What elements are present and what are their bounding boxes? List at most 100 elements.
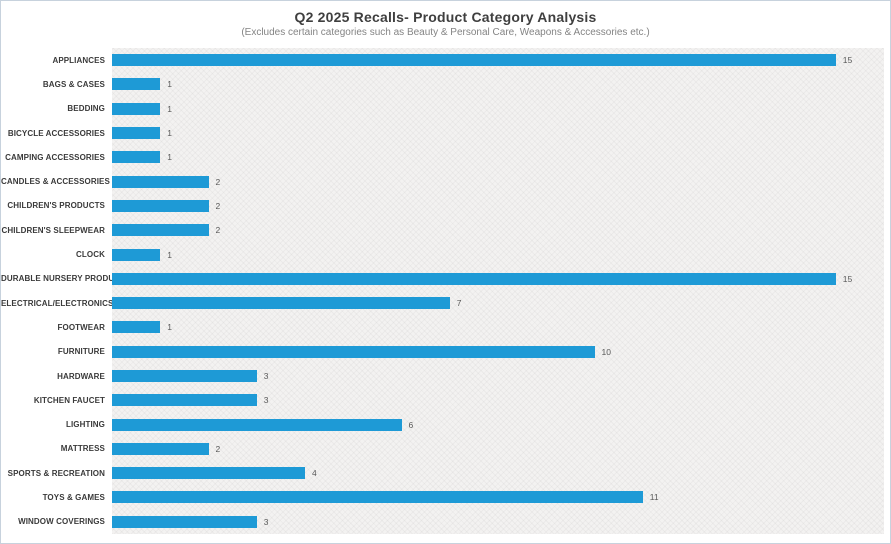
- value-label: 2: [215, 443, 221, 454]
- category-label: ELECTRICAL/ELECTRONICS: [1, 298, 112, 308]
- bar: [112, 321, 161, 334]
- bar-track: 1: [112, 315, 884, 339]
- bar-track: 11: [112, 485, 884, 509]
- category-label: CANDLES & ACCESSORIES: [1, 177, 110, 187]
- chart-subtitle: (Excludes certain categories such as Bea…: [241, 27, 650, 38]
- value-label: 10: [601, 346, 611, 357]
- bar: [112, 515, 257, 528]
- bar: [112, 442, 209, 455]
- category-label: HARDWARE: [57, 371, 105, 381]
- value-label: 3: [263, 395, 269, 406]
- value-label: 2: [215, 176, 221, 187]
- bar-row: SPORTS & RECREATION 4: [1, 461, 884, 485]
- bar: [112, 418, 402, 431]
- bar-track: 2: [112, 437, 884, 461]
- value-label: 1: [167, 103, 172, 114]
- value-label: 1: [167, 249, 172, 260]
- category-label: SPORTS & RECREATION: [7, 468, 105, 478]
- bar-row: CHILDREN'S PRODUCTS 2: [1, 194, 884, 218]
- bar-track: 2: [112, 169, 884, 193]
- chart-header: Q2 2025 Recalls- Product Category Analys…: [1, 8, 890, 39]
- category-label: CHILDREN'S PRODUCTS: [7, 201, 105, 211]
- bar: [112, 175, 209, 188]
- bar: [112, 272, 836, 285]
- bar: [112, 151, 161, 164]
- value-label: 15: [842, 273, 853, 284]
- bar-track: 7: [112, 291, 884, 315]
- value-label: 6: [408, 419, 414, 430]
- bar-row: CHILDREN'S SLEEPWEAR 2: [1, 218, 884, 242]
- bar: [112, 370, 257, 382]
- bar: [112, 345, 595, 358]
- value-label: 2: [215, 225, 221, 236]
- bar-row: CANDLES & ACCESSORIES 2: [1, 169, 884, 193]
- bar-track: 15: [112, 267, 884, 291]
- category-label: APPLIANCES: [52, 55, 105, 65]
- bar-track: 6: [112, 412, 884, 436]
- value-label: 7: [456, 298, 462, 309]
- value-label: 11: [649, 492, 659, 503]
- bar-rows: APPLIANCES 15 BAGS & CASES 1 BEDDING 1 BICYCLE…: [1, 48, 884, 534]
- value-label: 3: [263, 371, 269, 381]
- category-label: DURABLE NURSERY PRODUCT: [1, 274, 112, 284]
- category-label: TOYS & GAMES: [42, 492, 105, 502]
- value-label: 2: [215, 200, 221, 211]
- bar-row: TOYS & GAMES 11: [1, 485, 884, 509]
- bar-track: 1: [112, 97, 884, 121]
- category-label: LIGHTING: [65, 420, 105, 430]
- bar: [112, 102, 161, 115]
- category-label: WINDOW COVERINGS: [18, 517, 105, 527]
- bar-row: FURNITURE 10: [1, 340, 884, 364]
- bar-row: DURABLE NURSERY PRODUCT 15: [1, 267, 884, 291]
- bar: [112, 394, 257, 407]
- bar-track: 10: [112, 340, 884, 364]
- bar-row: WINDOW COVERINGS 3: [1, 510, 884, 534]
- bar: [112, 199, 209, 212]
- category-label: KITCHEN FAUCET: [33, 395, 105, 405]
- bar-row: APPLIANCES 15: [1, 48, 884, 72]
- bar-track: 1: [112, 145, 884, 169]
- bar-row: CLOCK 1: [1, 242, 884, 266]
- bar-track: 15: [112, 48, 884, 72]
- category-label: FURNITURE: [57, 347, 105, 357]
- value-label: 3: [263, 516, 269, 527]
- bar-track: 2: [112, 194, 884, 218]
- bar-track: 3: [112, 388, 884, 412]
- bar-row: BICYCLE ACCESSORIES 1: [1, 121, 884, 145]
- bar-row: FOOTWEAR 1: [1, 315, 884, 339]
- bar-row: MATTRESS 2: [1, 437, 884, 461]
- category-label: BAGS & CASES: [42, 79, 105, 89]
- value-label: 4: [312, 468, 317, 479]
- bar-row: LIGHTING 6: [1, 412, 884, 436]
- category-label: CAMPING ACCESSORIES: [5, 152, 105, 162]
- category-label: CLOCK: [76, 250, 105, 260]
- bar: [112, 224, 209, 237]
- bar-row: HARDWARE 3: [1, 364, 884, 388]
- category-label: BEDDING: [67, 104, 105, 114]
- bar-row: ELECTRICAL/ELECTRONICS 7: [1, 291, 884, 315]
- bar-track: 3: [112, 510, 884, 534]
- value-label: 1: [167, 79, 172, 90]
- category-label: FOOTWEAR: [57, 322, 105, 332]
- category-label: CHILDREN'S SLEEPWEAR: [1, 225, 105, 235]
- category-label: MATTRESS: [60, 444, 105, 454]
- bar-track: 1: [112, 121, 884, 145]
- bar-row: KITCHEN FAUCET 3: [1, 388, 884, 412]
- bar-track: 1: [112, 72, 884, 96]
- bar-row: BEDDING 1: [1, 97, 884, 121]
- bar: [112, 127, 161, 140]
- bar: [112, 467, 305, 480]
- bar: [112, 491, 643, 504]
- value-label: 1: [167, 128, 172, 139]
- bar: [112, 78, 161, 91]
- plot-area-background: [112, 48, 884, 534]
- bar-track: 3: [112, 364, 884, 388]
- value-label: 1: [167, 152, 172, 163]
- value-label: 1: [167, 322, 172, 333]
- chart-title: Q2 2025 Recalls- Product Category Analys…: [294, 9, 597, 25]
- bar-track: 4: [112, 461, 884, 485]
- value-label: 15: [842, 55, 853, 66]
- category-label: BICYCLE ACCESSORIES: [7, 128, 105, 138]
- bar: [112, 297, 450, 310]
